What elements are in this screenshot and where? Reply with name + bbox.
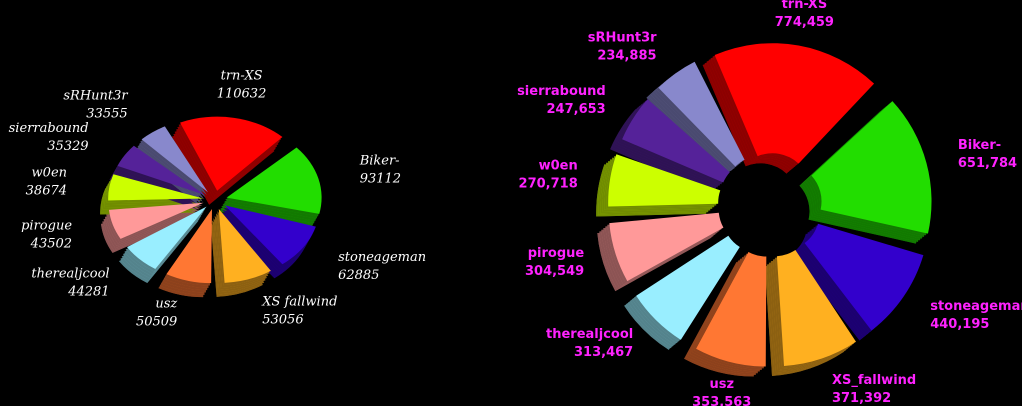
value-label: 50509 [136, 315, 177, 330]
value-label: 304,549 [525, 264, 584, 279]
slice [218, 208, 271, 283]
slice [609, 212, 724, 282]
value-label: 651,784 [958, 156, 1017, 171]
value-label: 43502 [30, 236, 72, 251]
slice [180, 116, 283, 191]
slice-label: w0en [539, 159, 578, 174]
slice [141, 126, 209, 193]
slice [108, 174, 204, 201]
slice [658, 61, 745, 167]
slice-label: w0en [32, 166, 67, 181]
value-label: 33555 [86, 107, 127, 122]
slice-label: therealjcool [31, 266, 109, 281]
slice [608, 154, 721, 207]
value-label: 313,467 [574, 345, 633, 360]
value-label: 53056 [262, 312, 303, 327]
value-label: 353,563 [692, 395, 751, 406]
slice-label: XS fallwind [261, 294, 337, 309]
slice-label: usz [709, 377, 734, 392]
slice-label: sRHunt3r [588, 30, 657, 45]
slice [108, 202, 204, 239]
slice-label: usz [155, 297, 177, 312]
value-label: 62885 [338, 268, 379, 283]
slice-label: trn-XS [782, 0, 828, 12]
slice [804, 223, 924, 331]
value-label: 35329 [47, 139, 88, 154]
slice [696, 251, 767, 367]
slice [776, 249, 856, 366]
slice [636, 235, 740, 340]
value-label: 38674 [26, 184, 67, 199]
slice [226, 147, 322, 214]
slice-label: pirogue [21, 218, 72, 233]
slice-label: sierrabound [517, 84, 606, 99]
value-label: 110632 [217, 87, 267, 102]
right-pie: trn-XS 774,459 Biker- 651,784 stoneageman 440… [517, 0, 1022, 406]
slice-label: XS_fallwind [832, 373, 916, 388]
value-label: 774,459 [775, 15, 834, 30]
left-pie: trn-XS 110632 Biker- 93112 stoneageman 62885X… [9, 69, 426, 330]
slice [166, 209, 212, 284]
slice [622, 99, 730, 183]
value-label: 247,653 [547, 102, 606, 117]
slice-label: stoneageman [930, 299, 1022, 314]
slice-label: trn-XS [221, 69, 263, 84]
slice-label: sierrabound [9, 121, 89, 136]
slice-label: Biker- [958, 138, 1001, 153]
value-label: 234,885 [597, 48, 656, 63]
slice [127, 206, 207, 270]
value-label: 270,718 [519, 177, 578, 192]
slice-label: therealjcool [546, 327, 633, 342]
slice [224, 205, 316, 265]
slice-label: sRHunt3r [63, 89, 128, 104]
value-label: 440,195 [930, 317, 989, 332]
slice [811, 101, 932, 234]
slice [117, 145, 205, 195]
slice-label: stoneageman [338, 250, 426, 265]
value-label: 44281 [67, 284, 109, 299]
slice-label: Biker- [359, 153, 400, 168]
slice-label: pirogue [528, 246, 585, 261]
value-label: 371,392 [832, 391, 891, 406]
value-label: 93112 [360, 171, 401, 186]
slice [714, 43, 875, 164]
